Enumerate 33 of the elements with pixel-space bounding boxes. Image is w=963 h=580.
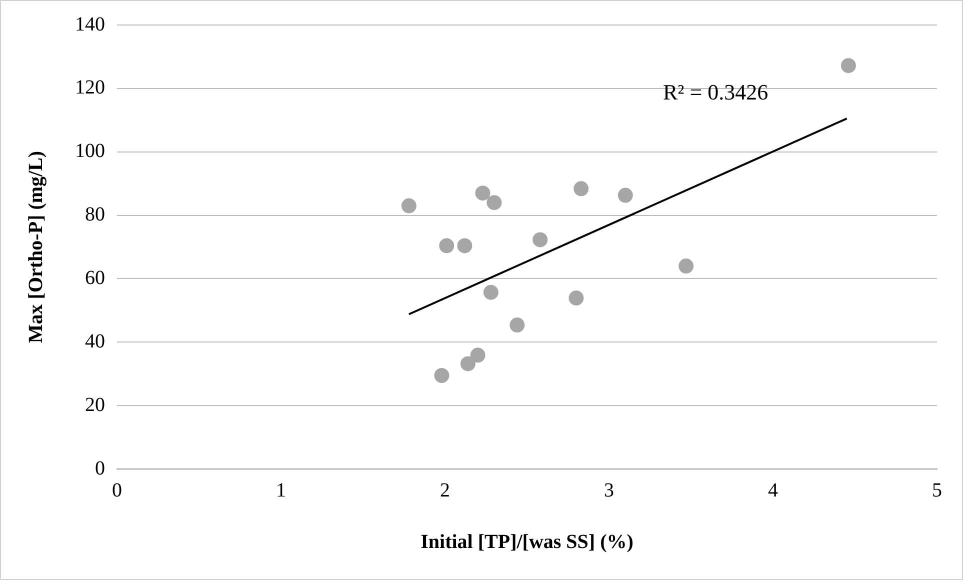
y-tick-label: 60 (85, 266, 105, 289)
x-tick-label: 4 (768, 479, 778, 502)
x-tick-label: 0 (112, 479, 122, 502)
y-tick-label: 80 (85, 204, 105, 226)
point (460, 356, 476, 372)
y-tick-label: 0 (95, 457, 105, 480)
point (574, 181, 589, 196)
point (486, 195, 502, 210)
point (439, 238, 454, 254)
point (457, 238, 472, 254)
point (401, 198, 416, 214)
x-tick-label: 2 (440, 479, 450, 502)
y-tick-label: 40 (85, 330, 105, 352)
x-axis-title: Initial [TP]/[was SS] (%) (420, 531, 634, 554)
y-tick-label: 20 (85, 394, 105, 416)
point (483, 284, 498, 300)
point (840, 58, 856, 74)
point (475, 186, 490, 201)
point (618, 188, 633, 203)
point (470, 348, 486, 363)
point (678, 258, 694, 274)
point (532, 232, 548, 248)
y-tick-label: 100 (75, 140, 105, 162)
point (568, 290, 584, 306)
y-tick-label: 120 (75, 76, 105, 99)
annotation: R² = 0.3426 (663, 80, 768, 105)
point (434, 368, 450, 383)
y-tick-label: 140 (75, 13, 105, 36)
x-tick-label: 5 (932, 479, 942, 502)
x-tick-label: 3 (604, 479, 614, 502)
x-tick-label: 1 (276, 479, 286, 502)
point (510, 318, 525, 333)
y-axis-title: Max [Ortho-P] (mg/L) (25, 150, 48, 344)
